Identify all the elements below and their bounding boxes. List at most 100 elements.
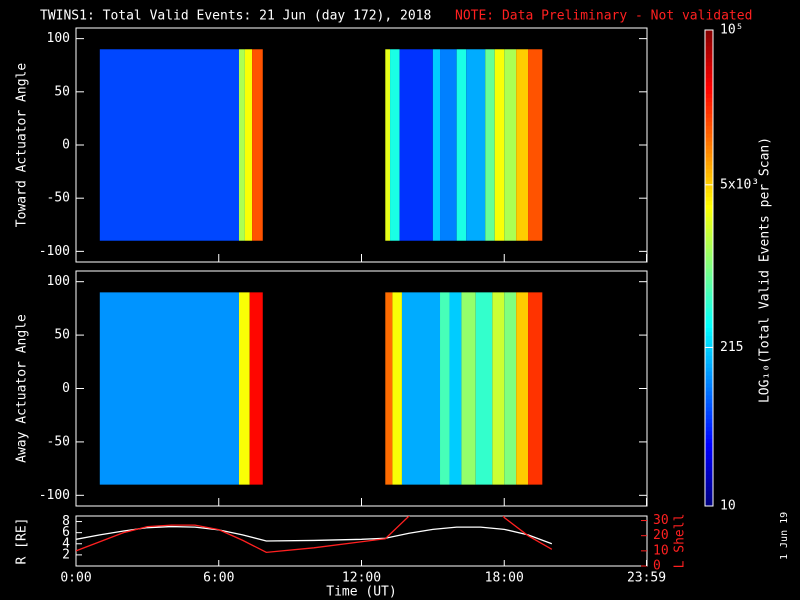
plot-frame — [75, 515, 648, 567]
colorbar-segment — [705, 129, 713, 134]
colorbar-segment — [705, 65, 713, 71]
y-tick-label: -100 — [39, 244, 70, 259]
colorbar-segment — [705, 355, 713, 360]
colorbar-segment — [705, 414, 713, 420]
heatmap-cell — [504, 292, 517, 485]
heatmap-cell — [461, 292, 476, 485]
colorbar-segment — [705, 137, 713, 142]
heatmap-cell — [494, 49, 505, 241]
colorbar-segment — [705, 343, 713, 348]
colorbar-segment — [705, 478, 713, 483]
colorbar-segment — [705, 315, 713, 321]
colorbar-segment — [705, 125, 713, 130]
heatmap-cell — [238, 292, 250, 485]
colorbar-label: LOG₁₀(Total Valid Events per Scan) — [758, 137, 773, 403]
y-axis-label: R [RE] — [15, 518, 30, 565]
colorbar-segment — [705, 141, 713, 146]
colorbar-segment — [705, 474, 713, 479]
heatmap-cell — [432, 49, 441, 241]
colorbar-tick-label: 10 — [720, 499, 736, 514]
heatmap-cell — [466, 49, 486, 241]
y-axis-label: Toward Actuator Angle — [15, 63, 30, 228]
colorbar-segment — [705, 498, 713, 503]
colorbar-segment — [705, 339, 713, 344]
colorbar-segment — [705, 176, 713, 182]
colorbar-segment — [705, 331, 713, 336]
colorbar-segment — [705, 482, 713, 487]
heatmap-cell — [456, 49, 467, 241]
colorbar-segment — [705, 172, 713, 178]
heatmap-cell — [99, 49, 239, 241]
colorbar-segment — [705, 69, 713, 75]
series-line — [76, 525, 553, 545]
colorbar-segment — [705, 152, 713, 158]
colorbar-segment — [705, 347, 713, 352]
heatmap-cell — [238, 49, 245, 241]
colorbar-segment — [705, 73, 713, 79]
colorbar-segment — [705, 105, 713, 110]
colorbar-segment — [705, 49, 713, 55]
colorbar-segment — [705, 307, 713, 313]
colorbar-segment — [705, 33, 713, 39]
heatmap-cell — [244, 49, 253, 241]
colorbar-segment — [705, 486, 713, 491]
colorbar-segment — [705, 200, 713, 206]
colorbar-tick-label: 10⁵ — [720, 23, 743, 38]
colorbar-segment — [705, 89, 713, 94]
colorbar-segment — [705, 335, 713, 340]
colorbar-segment — [705, 410, 713, 416]
colorbar-segment — [705, 442, 713, 447]
heatmap-cell — [528, 49, 543, 241]
colorbar-segment — [705, 502, 713, 507]
colorbar-segment — [705, 275, 713, 281]
heatmap-cell — [392, 292, 402, 485]
y-tick-label: -50 — [47, 191, 70, 206]
colorbar-segment — [705, 387, 713, 392]
colorbar-segment — [705, 244, 713, 249]
colorbar-segment — [705, 422, 713, 428]
y-tick-label: -100 — [39, 488, 70, 503]
colorbar-segment — [705, 57, 713, 63]
colorbar-segment — [705, 204, 713, 209]
colorbar-segment — [705, 240, 713, 245]
colorbar-segment — [705, 93, 713, 98]
colorbar-segment — [705, 188, 713, 194]
note: NOTE: Data Preliminary - Not validated — [455, 9, 752, 24]
colorbar-segment — [705, 260, 713, 265]
colorbar-segment — [705, 458, 713, 463]
colorbar-segment — [705, 41, 713, 47]
colorbar-segment — [705, 470, 713, 475]
colorbar-segment — [705, 109, 713, 114]
colorbar-segment — [705, 121, 713, 126]
colorbar-segment — [705, 363, 713, 368]
heatmap-cell — [440, 49, 457, 241]
colorbar-segment — [705, 264, 713, 269]
colorbar-segment — [705, 327, 713, 332]
colorbar-segment — [705, 184, 713, 190]
y-tick-label: 50 — [54, 328, 70, 343]
colorbar-segment — [705, 77, 713, 83]
colorbar-segment — [705, 279, 713, 285]
colorbar-segment — [705, 299, 713, 305]
colorbar-segment — [705, 402, 713, 408]
colorbar-segment — [705, 228, 713, 233]
colorbar-segment — [705, 192, 713, 198]
colorbar-segment — [705, 426, 713, 432]
heatmap-cell — [485, 49, 495, 241]
colorbar-segment — [705, 311, 713, 317]
colorbar-segment — [705, 271, 713, 277]
y-tick-label: 6 — [62, 525, 70, 540]
colorbar-segment — [705, 398, 713, 404]
colorbar-segment — [705, 446, 713, 451]
colorbar-segment — [705, 371, 713, 376]
colorbar-segment — [705, 252, 713, 257]
colorbar-segment — [705, 406, 713, 412]
y2-tick-label: 0 — [653, 559, 661, 574]
colorbar-segment — [705, 168, 713, 174]
colorbar-segment — [705, 53, 713, 59]
colorbar-segment — [705, 156, 713, 162]
colorbar-segment — [705, 196, 713, 202]
colorbar-segment — [705, 30, 713, 35]
colorbar-segment — [705, 133, 713, 138]
